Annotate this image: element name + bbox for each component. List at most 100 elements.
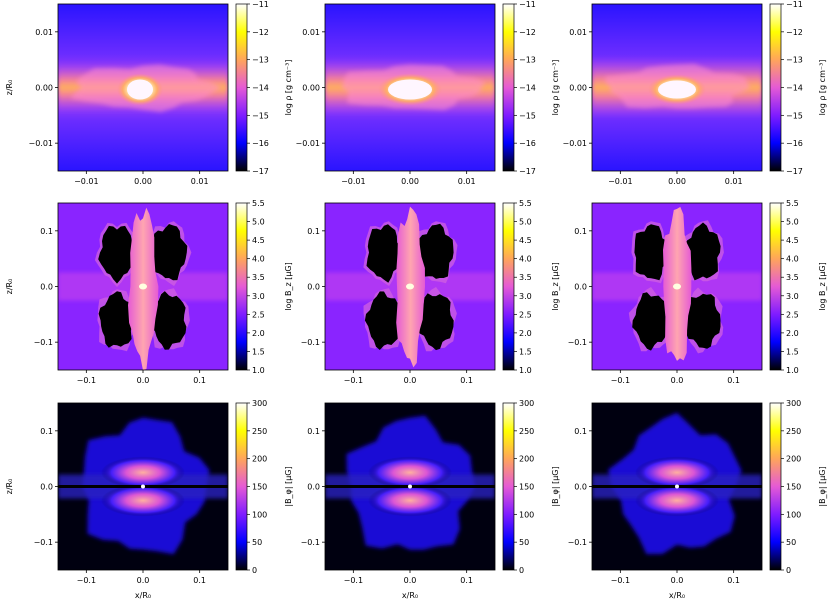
colorbar-tick-label: 200 [519,455,534,464]
colorbar-tick-label: 5.0 [786,218,799,227]
colorbar-tick-label: −17 [252,167,269,176]
colorbar-label: log ρ [g cm⁻³] [818,60,827,116]
colorbar-tick-label: 50 [786,538,796,547]
x-tick-label: 0.00 [668,177,686,186]
colorbar-tick-label: 200 [252,455,267,464]
x-tick-label: 0.01 [191,177,209,186]
colorbar-tick-label: 0 [786,566,791,575]
colorbar-tick-label: 5.0 [519,218,532,227]
colorbar-tick-label: −16 [252,139,269,148]
panel-Bz-2: −0.1 0.0 0.1 −0.1 0.0 0.1 5.5 5.0 4.5 4.0 3.5 3.0 2.… [301,199,560,385]
colorbar-tick-label: 50 [252,538,262,547]
colorbar-tick-label: 4.0 [786,255,799,264]
colorbar-tick-label: 1.5 [519,347,532,356]
colorbar [769,3,782,172]
colorbar-label: |B_φ| [μG] [818,466,827,506]
y-tick-label: 0.0 [40,483,53,492]
y-tick-label: −0.1 [301,538,320,547]
y-tick-label: −0.1 [568,538,587,547]
colorbar-tick-label: 1.5 [252,347,265,356]
heatmap-image [58,203,228,370]
x-tick-label: 0.0 [404,376,417,385]
panel-Bz-1: −0.1 0.0 0.1 −0.1 0.0 0.1 5.5 5.0 4.5 4.0 3.5 3.0 2.… [5,199,293,385]
y-tick-label: 0.1 [40,227,53,236]
y-tick-label: 0.00 [569,84,587,93]
colorbar-tick-label: 300 [786,399,801,408]
y-tick-label: 0.0 [40,283,53,292]
colorbar-tick-label: 4.5 [519,236,532,245]
colorbar-tick-label: −12 [252,28,269,37]
colorbar-label: log B_z [μG] [818,262,827,311]
colorbar-tick-label: −14 [519,84,536,93]
colorbar-tick-label: 150 [519,483,534,492]
colorbar [235,3,248,172]
colorbar-tick-label: −15 [786,111,803,120]
x-tick-label: −0.1 [344,376,363,385]
panel-Bphi-1: −0.1 0.0 0.1 −0.1 0.0 0.1 300 250 200 150 100 50 0 |B… [5,399,293,600]
colorbar-tick-label: 150 [252,483,267,492]
colorbar-tick-label: −15 [519,111,536,120]
colorbar-tick-label: −17 [786,167,803,176]
colorbar-tick-label: 100 [519,510,534,519]
y-tick-label: −0.1 [301,338,320,347]
colorbar-tick-label: 50 [519,538,529,547]
x-tick-label: 0.0 [404,576,417,585]
colorbar-label: |B_φ| [μG] [284,466,293,506]
x-axis-label: x/R₀ [135,591,151,600]
colorbar-tick-label: −12 [519,28,536,37]
x-tick-label: 0.1 [193,376,206,385]
panel-Bz-3: −0.1 0.0 0.1 −0.1 0.0 0.1 5.5 5.0 4.5 4.0 3.5 3.0 2.… [568,199,827,385]
colorbar-tick-label: −17 [519,167,536,176]
y-tick-label: 0.1 [307,427,320,436]
colorbar-tick-label: 2.0 [252,329,265,338]
y-tick-label: 0.1 [307,227,320,236]
colorbar-tick-label: 2.5 [252,310,265,319]
y-tick-label: 0.01 [302,28,320,37]
y-tick-label: −0.01 [28,139,53,148]
y-tick-label: 0.0 [307,483,320,492]
x-tick-label: 0.00 [401,177,419,186]
y-tick-label: 0.1 [40,427,53,436]
x-tick-label: −0.1 [77,576,96,585]
colorbar-label: log B_z [μG] [551,262,560,311]
colorbar-tick-label: 2.0 [519,329,532,338]
y-tick-label: 0.1 [574,227,587,236]
y-tick-label: 0.0 [307,283,320,292]
y-tick-label: 0.1 [574,427,587,436]
colorbar-tick-label: 3.0 [786,292,799,301]
heatmap-image [325,403,495,570]
panel-grid: −0.01 0.00 0.01−0.010.000.01−11−12−13−14−1… [5,0,827,600]
colorbar [235,402,248,571]
colorbar-tick-label: 3.0 [252,292,265,301]
colorbar-tick-label: 100 [786,510,801,519]
heatmap-image [325,203,495,370]
colorbar-tick-label: 1.5 [786,347,799,356]
colorbar-tick-label: 250 [786,427,801,436]
colorbar-label: log ρ [g cm⁻³] [284,60,293,116]
x-axis-label: x/R₀ [669,591,685,600]
colorbar-label: |B_φ| [μG] [551,466,560,506]
heatmap-image [592,403,762,570]
colorbar-tick-label: 250 [252,427,267,436]
colorbar-tick-label: 3.5 [519,273,532,282]
panel-Bphi-2: −0.1 0.0 0.1 −0.1 0.0 0.1 300 250 200 150 100 50 0 |B… [301,399,560,600]
x-tick-label: 0.0 [671,376,684,385]
colorbar-tick-label: −13 [786,56,803,65]
colorbar-tick-label: 5.5 [252,199,265,208]
colorbar [502,3,515,172]
y-tick-label: −0.1 [568,338,587,347]
x-tick-label: −0.01 [74,177,99,186]
colorbar-tick-label: −11 [252,0,269,9]
panel-density-3: −0.01 0.00 0.01 −0.01 0.00 0.01 −11 −12 −13 −14 −1… [562,0,827,186]
colorbar-tick-label: 3.5 [252,273,265,282]
colorbar-tick-label: 5.5 [519,199,532,208]
colorbar-tick-label: 0 [252,566,257,575]
panel-density-1: −0.01 0.00 0.01 −0.01 0.00 0.01 −11 −12 −13 −14 −1… [5,0,293,186]
x-tick-label: 0.1 [460,376,473,385]
colorbar-tick-label: 0 [519,566,524,575]
colorbar-tick-label: 1.0 [519,366,532,375]
panel-density-2: −0.01 0.00 0.01 −0.01 0.00 0.01 −11 −12 −13 −14 −1… [295,0,560,186]
y-tick-label: 0.00 [302,84,320,93]
heatmap-image [592,4,762,171]
colorbar-tick-label: −14 [786,84,803,93]
